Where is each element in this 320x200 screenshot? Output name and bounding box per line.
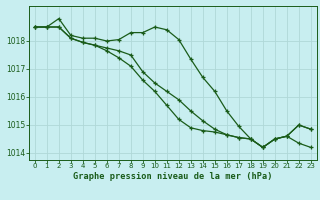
X-axis label: Graphe pression niveau de la mer (hPa): Graphe pression niveau de la mer (hPa)	[73, 172, 273, 181]
